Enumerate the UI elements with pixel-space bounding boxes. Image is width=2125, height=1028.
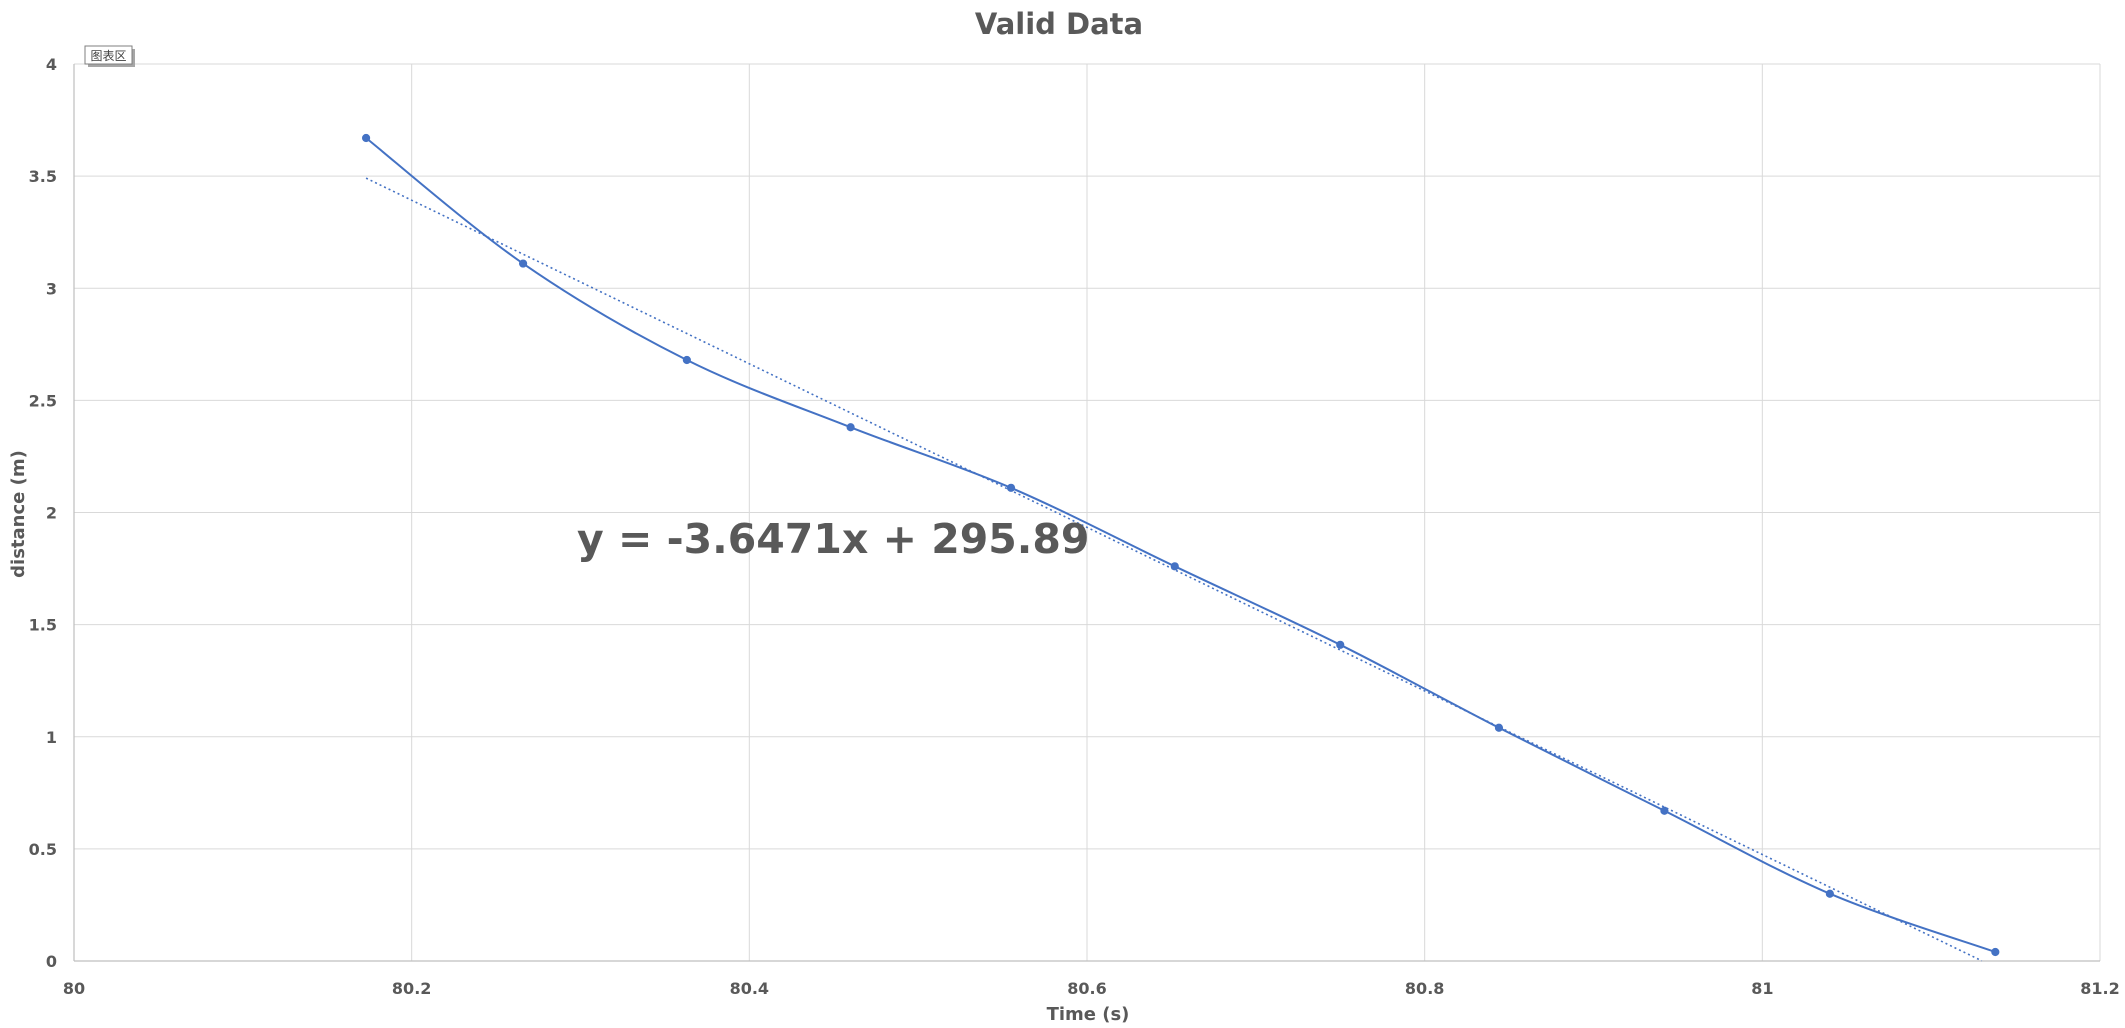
y-tick-label: 2.5	[29, 391, 57, 410]
data-point	[1170, 562, 1179, 571]
y-tick-label: 0.5	[29, 840, 57, 859]
data-point	[1991, 947, 2000, 957]
x-tick-label: 80.2	[392, 979, 431, 998]
x-tick-label: 80	[63, 979, 85, 998]
data-point	[518, 259, 528, 268]
data-point	[1660, 806, 1669, 815]
y-axis-title: distance (m)	[8, 450, 29, 578]
y-tick-label: 0	[46, 952, 57, 971]
x-tick-label: 80.4	[730, 979, 769, 998]
data-point	[1494, 723, 1504, 732]
data-point	[682, 355, 691, 365]
axes	[73, 64, 2100, 962]
y-tick-label: 3.5	[29, 167, 57, 186]
x-axis-tick-labels: 80 80.2 80.4 80.6 80.8 81 81.2	[63, 979, 2120, 998]
series-layer	[361, 133, 2000, 957]
data-point	[846, 423, 855, 432]
y-tick-label: 1.5	[29, 616, 57, 635]
y-tick-label: 2	[46, 504, 57, 523]
plot-area-tag-text: 图表区	[90, 49, 126, 63]
y-axis-tick-labels: 0 0.5 1 1.5 2 2.5 3 3.5 4	[29, 55, 57, 971]
trendline	[365, 177, 1983, 962]
y-tick-label: 1	[46, 728, 57, 747]
x-tick-label: 80.8	[1405, 979, 1444, 998]
plot-area-tag: 图表区	[84, 45, 135, 67]
y-tick-label: 3	[46, 279, 57, 298]
gridlines	[74, 63, 2101, 961]
plot-area-tag-box	[84, 45, 133, 65]
x-tick-label: 81	[1751, 979, 1773, 998]
chart-title: Valid Data	[975, 7, 1143, 41]
x-tick-label: 80.6	[1067, 979, 1106, 998]
x-axis-title: Time (s)	[1047, 1004, 1130, 1025]
data-point	[361, 133, 371, 143]
trendline-equation-label: y = -3.6471x + 295.89	[577, 515, 1089, 563]
data-point	[1336, 640, 1345, 649]
x-tick-label: 81.2	[2080, 979, 2119, 998]
trendline-layer	[365, 177, 1983, 962]
data-point	[1825, 889, 1834, 898]
data-point	[1006, 483, 1016, 492]
y-tick-label: 4	[46, 55, 57, 74]
